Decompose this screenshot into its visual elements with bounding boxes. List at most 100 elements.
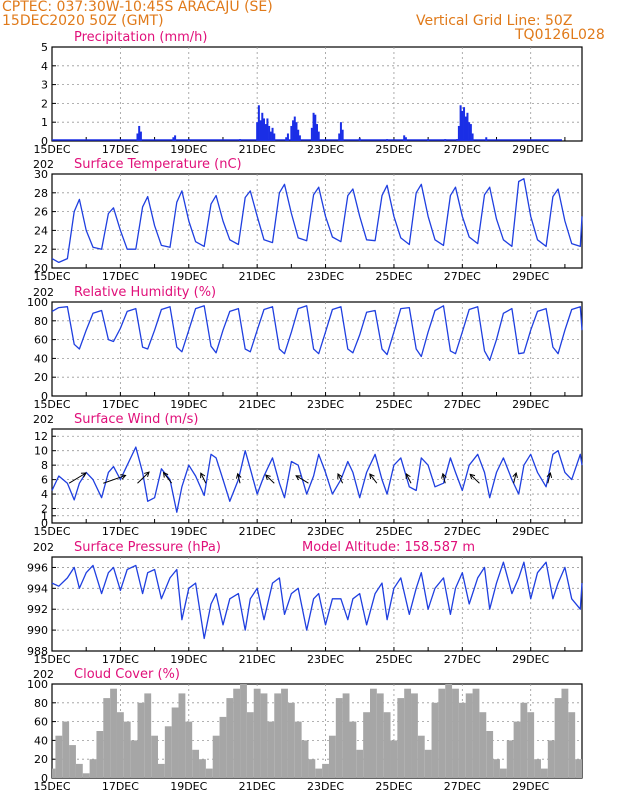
- press-xtick-label: 23DEC: [307, 653, 344, 666]
- precip-xtick-label: 15DEC: [33, 143, 70, 156]
- cloud-bar: [219, 716, 227, 778]
- precip-bar: [310, 127, 313, 141]
- cloud-bar: [52, 768, 56, 778]
- wind-ytick-label: 12: [34, 430, 48, 443]
- precip-bar: [138, 125, 141, 141]
- wind-ytick-label: 1: [41, 510, 48, 523]
- cloud-bar: [294, 721, 302, 778]
- wind-arrow-head: [200, 472, 206, 479]
- precip-xtick-label: 23DEC: [307, 143, 344, 156]
- cloud-bar: [96, 731, 104, 778]
- cloud-bar: [349, 721, 357, 778]
- precip-bar: [266, 118, 269, 141]
- cloud-bar: [164, 726, 172, 778]
- cloud-bar: [397, 698, 405, 778]
- wind-arrow-head: [546, 472, 553, 478]
- precip-ytick-label: 1: [41, 116, 48, 129]
- precip-ytick-label: 3: [41, 79, 48, 92]
- wind-arrow: [369, 473, 378, 484]
- cloud-bar: [520, 702, 528, 778]
- rh-ytick-label: 0: [41, 390, 48, 403]
- temp-xtick-label: 25DEC: [375, 270, 412, 283]
- precip-xtick-label: 19DEC: [170, 143, 207, 156]
- cloud-bar: [383, 712, 391, 778]
- press-xtick-label: 27DEC: [444, 653, 481, 666]
- year-stub: 202: [33, 413, 54, 426]
- wind-arrow: [163, 472, 173, 484]
- cloud-bar: [534, 759, 541, 778]
- cloud-bar: [55, 735, 63, 778]
- cloud-bar: [144, 693, 152, 778]
- cloud-xtick-label: 21DEC: [239, 780, 276, 793]
- cloud-title: Cloud Cover (%): [74, 667, 180, 682]
- cloud-bar: [479, 712, 487, 778]
- cloud-xtick-label: 27DEC: [444, 780, 481, 793]
- rh-ytick-label: 80: [34, 315, 48, 328]
- wind-xtick-label: 25DEC: [375, 525, 412, 538]
- temp-ytick-label: 30: [34, 168, 48, 181]
- rh-ytick-label: 40: [34, 352, 48, 365]
- rh-xtick-label: 27DEC: [444, 398, 481, 411]
- cloud-ytick-label: 60: [34, 716, 48, 729]
- press-frame: [51, 556, 583, 652]
- model-code: TQ0126L028: [515, 27, 605, 43]
- rh-xtick-label: 21DEC: [239, 398, 276, 411]
- cloud-xtick-label: 29DEC: [512, 780, 549, 793]
- cloud-ytick-label: 100: [27, 678, 48, 691]
- wind-arrow: [103, 474, 126, 484]
- precip-title: Precipitation (mm/h): [74, 30, 207, 45]
- precip-bar: [293, 116, 296, 141]
- cloud-bar: [137, 702, 145, 778]
- precip-bar: [271, 127, 274, 141]
- precip-ytick-label: 2: [41, 97, 48, 110]
- wind-arrow-head: [265, 474, 271, 481]
- temp-xtick-label: 23DEC: [307, 270, 344, 283]
- press-series-line: [51, 561, 583, 640]
- press-panel: [51, 556, 583, 652]
- press-ytick-label: 992: [27, 603, 48, 616]
- precip-ytick-label: 5: [41, 41, 48, 54]
- wind-arrow-head: [369, 473, 375, 480]
- wind-arrow-head: [80, 472, 87, 478]
- temp-xtick-label: 17DEC: [102, 270, 139, 283]
- cloud-bar: [575, 759, 582, 778]
- wind-arrow-head: [162, 471, 169, 478]
- year-stub: 202: [33, 668, 54, 681]
- cloud-bar: [527, 712, 535, 778]
- press-xtick-label: 25DEC: [375, 653, 412, 666]
- precip-bar: [485, 137, 488, 141]
- press-ytick-label: 988: [27, 645, 48, 658]
- precip-bar: [471, 133, 474, 141]
- precip-bar: [290, 125, 293, 141]
- wind-arrow-head: [512, 472, 518, 478]
- precip-xtick-label: 27DEC: [444, 143, 481, 156]
- cloud-xtick-label: 23DEC: [307, 780, 344, 793]
- cloud-ytick-label: 80: [34, 697, 48, 710]
- year-stub: 202: [33, 158, 54, 171]
- cloud-bar: [513, 721, 521, 778]
- cloud-bar: [62, 721, 70, 778]
- temp-xtick-label: 15DEC: [33, 270, 70, 283]
- wind-xtick-label: 23DEC: [307, 525, 344, 538]
- cloud-bar: [287, 702, 295, 778]
- precip-bar: [295, 122, 298, 141]
- precip-xtick-label: 17DEC: [102, 143, 139, 156]
- wind-arrow-head: [337, 472, 343, 479]
- run-datetime: 15DEC2020 50Z (GMT): [2, 13, 164, 29]
- temp-xtick-label: 19DEC: [170, 270, 207, 283]
- temp-ytick-label: 20: [34, 262, 48, 275]
- precip-bar: [256, 122, 259, 141]
- temp-xtick-label: 21DEC: [239, 270, 276, 283]
- cloud-bar: [185, 721, 193, 778]
- press-xtick-label: 15DEC: [33, 653, 70, 666]
- cloud-xtick-label: 25DEC: [375, 780, 412, 793]
- precip-ytick-label: 0: [41, 135, 48, 148]
- wind-xtick-label: 15DEC: [33, 525, 70, 538]
- cloud-bar: [554, 698, 562, 778]
- temp-ytick-label: 22: [34, 243, 48, 256]
- precip-bar: [172, 137, 175, 141]
- cloud-xtick-label: 15DEC: [33, 780, 70, 793]
- precip-bar: [312, 112, 315, 141]
- precip-panel: [51, 46, 583, 142]
